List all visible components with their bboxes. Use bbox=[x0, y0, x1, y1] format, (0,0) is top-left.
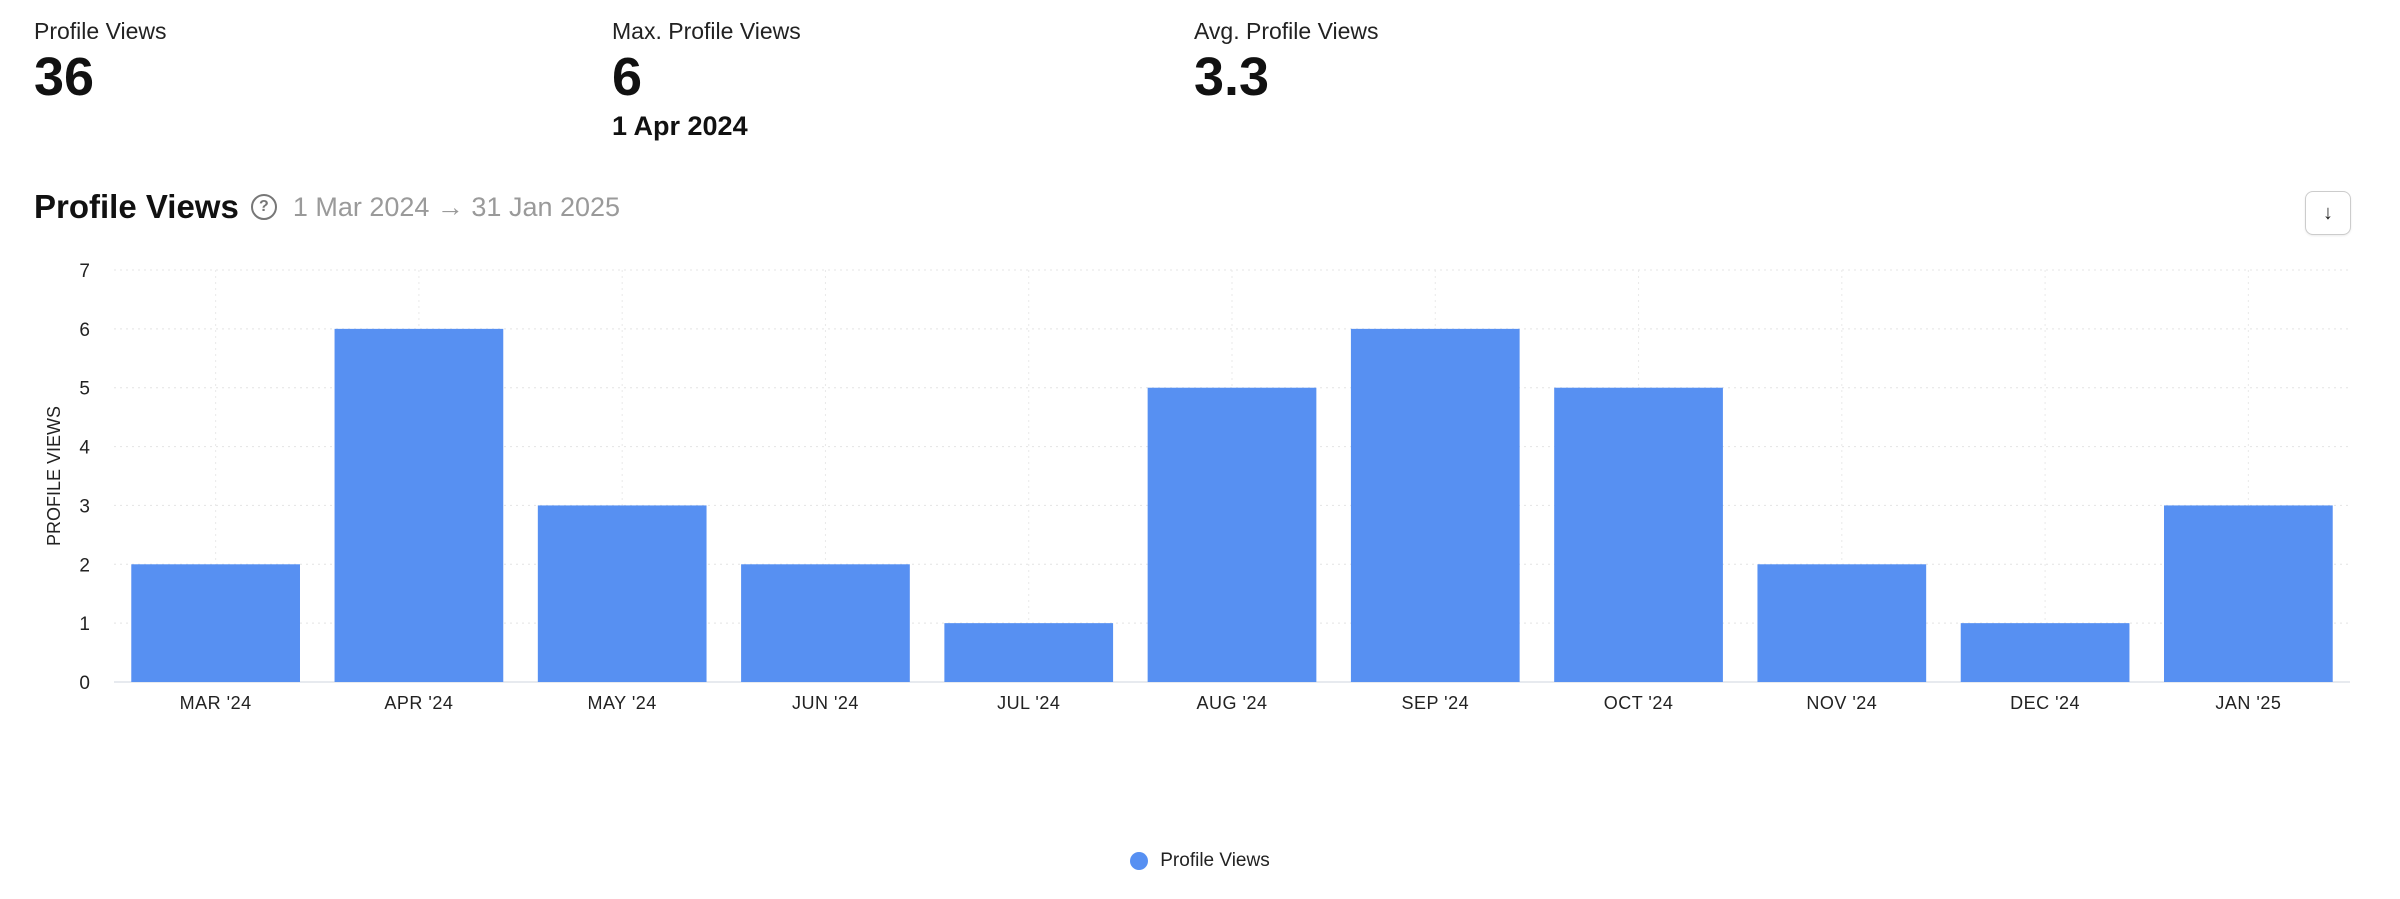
bar[interactable] bbox=[1960, 623, 2130, 682]
y-tick-label: 4 bbox=[79, 438, 90, 459]
chart-title: Profile Views bbox=[34, 188, 239, 225]
kpi-label: Profile Views bbox=[34, 18, 167, 44]
x-tick-label: SEP '24 bbox=[1401, 693, 1469, 713]
bar[interactable] bbox=[944, 623, 1114, 682]
legend-swatch bbox=[1130, 852, 1149, 870]
legend[interactable]: Profile Views bbox=[0, 850, 2400, 872]
kpi-label: Max. Profile Views bbox=[612, 18, 801, 44]
download-button[interactable]: ↓ bbox=[2305, 191, 2351, 235]
y-tick-label: 7 bbox=[79, 261, 90, 282]
kpi-date: 1 Apr 2024 bbox=[612, 111, 748, 141]
bar[interactable] bbox=[537, 505, 707, 682]
bar[interactable] bbox=[1757, 564, 1927, 682]
y-tick-label: 2 bbox=[79, 555, 90, 576]
kpi-avg-views: Avg. Profile Views 3.3 bbox=[1194, 16, 1379, 106]
x-tick-label: OCT '24 bbox=[1604, 693, 1674, 713]
kpi-max-views: Max. Profile Views 6 1 Apr 2024 bbox=[612, 16, 801, 142]
question-circle-icon[interactable]: ? bbox=[250, 194, 277, 220]
bar[interactable] bbox=[1554, 387, 1723, 682]
x-tick-label: DEC '24 bbox=[2010, 693, 2080, 713]
chart-header: Profile Views ? 1 Mar 2024 → 31 Jan 2025 bbox=[34, 188, 620, 226]
x-tick-label: MAR '24 bbox=[180, 693, 252, 713]
bar-chart: 0 1 2 3 4 5 6 7 MAR '24 APR '24 MAY '24 JUN '24 JUL … bbox=[44, 261, 2350, 713]
x-tick-label: JUL '24 bbox=[997, 693, 1060, 713]
y-tick-label: 3 bbox=[79, 496, 90, 517]
bar[interactable] bbox=[741, 564, 910, 682]
x-tick-label: AUG '24 bbox=[1197, 693, 1268, 713]
bar[interactable] bbox=[1350, 328, 1520, 682]
x-tick-label: JUN '24 bbox=[792, 693, 859, 713]
kpi-label: Avg. Profile Views bbox=[1194, 18, 1379, 44]
legend-label: Profile Views bbox=[1160, 850, 1270, 871]
x-tick-label: MAY '24 bbox=[588, 693, 657, 713]
arrow-down-icon: ↓ bbox=[2323, 201, 2333, 224]
bar[interactable] bbox=[2164, 505, 2333, 682]
y-tick-label: 1 bbox=[79, 614, 90, 635]
x-tick-label: NOV '24 bbox=[1806, 693, 1877, 713]
bar[interactable] bbox=[334, 328, 504, 682]
y-tick-label: 6 bbox=[79, 320, 90, 341]
x-tick-label: APR '24 bbox=[384, 693, 453, 713]
kpi-value: 3.3 bbox=[1194, 47, 1270, 107]
y-axis-label: PROFILE VIEWS bbox=[44, 406, 64, 546]
y-tick-label: 5 bbox=[79, 379, 90, 400]
date-range: 1 Mar 2024 → 31 Jan 2025 bbox=[292, 191, 621, 222]
kpi-value: 36 bbox=[34, 47, 95, 107]
bar[interactable] bbox=[131, 564, 300, 682]
kpi-value: 6 bbox=[612, 47, 643, 107]
kpi-total-views: Profile Views 36 bbox=[34, 16, 167, 106]
bar[interactable] bbox=[1147, 387, 1317, 682]
x-tick-label: JAN '25 bbox=[2215, 693, 2281, 713]
y-tick-label: 0 bbox=[79, 673, 90, 694]
